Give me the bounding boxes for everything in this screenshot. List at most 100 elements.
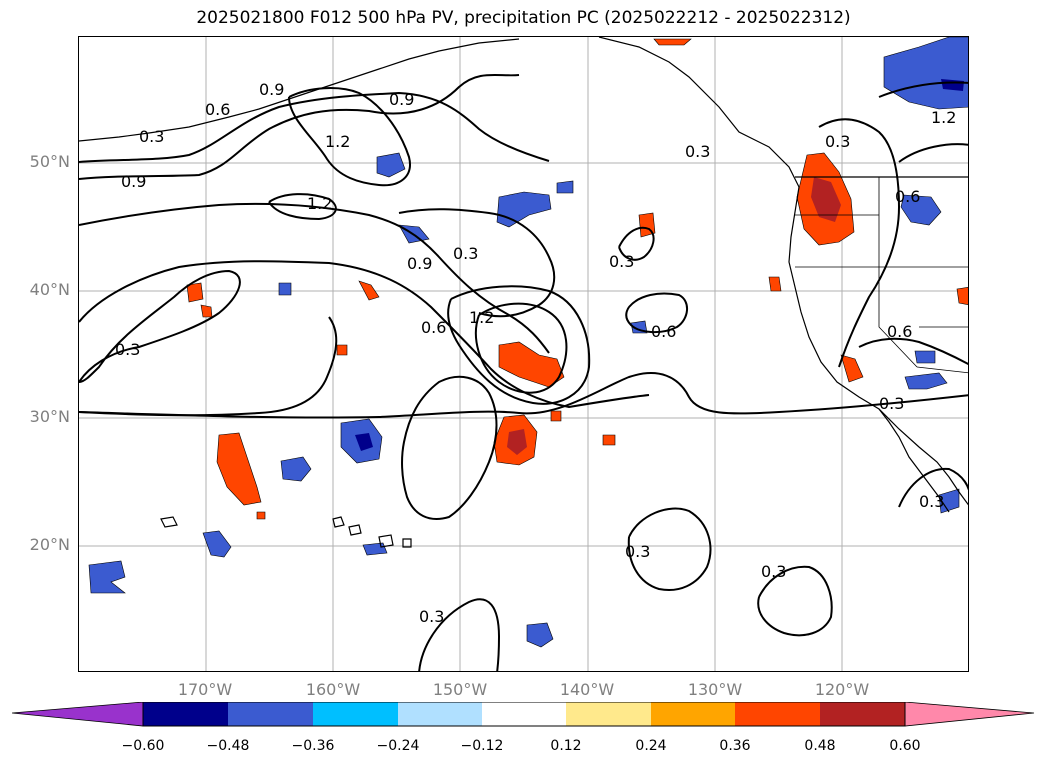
contour-label-1.2-a: 1.2 [325, 132, 350, 151]
lon-label-130w: 130°W [687, 680, 743, 699]
colorbar-seg-8 [735, 702, 820, 726]
precip-patch-small-6 [768, 276, 782, 292]
contour-label-0.3-a2: 0.3 [453, 244, 478, 263]
pv-contour-0.3-central [79, 316, 338, 417]
precip-patch-small-9 [602, 434, 616, 446]
precip-positive-patches [186, 38, 968, 520]
pv-contour-0.3-east [398, 208, 556, 318]
precip-patch-small-1 [186, 282, 204, 303]
pv-contour-0.9-central [447, 285, 591, 405]
precip-patch-south [526, 622, 554, 648]
contour-label-0.6-e: 0.6 [895, 187, 920, 206]
contour-label-0.3-d: 0.3 [685, 142, 710, 161]
pv-contour-0.3-west [79, 269, 241, 383]
precip-patch-small-10 [956, 287, 968, 305]
precip-patch-mid-north [496, 191, 552, 228]
aleutian-island [160, 516, 178, 528]
colorbar-seg-4 [398, 702, 482, 726]
hawaii-island-3 [378, 534, 394, 548]
coastline-na-west [788, 186, 968, 506]
colorbar-tick-7: 0.36 [719, 738, 751, 754]
precip-patch-hawaii-islands [362, 542, 388, 556]
map-title: 2025021800 F012 500 hPa PV, precipitatio… [196, 8, 851, 28]
precip-patch-southwest-1 [202, 530, 232, 558]
precip-patch-small-8 [550, 410, 562, 422]
map-panel: 0.3 0.9 0.6 0.9 0.9 1.2 1.2 0.9 0.3 1.2 … [78, 36, 969, 672]
pv-contour-0.6-small-2 [625, 292, 688, 333]
pv-contour-1.2-loop-a [288, 87, 411, 187]
colorbar-tick-3: −0.24 [376, 738, 420, 754]
colorbar-extend-low [12, 702, 144, 727]
precip-patch-small-4 [840, 354, 864, 383]
colorbar-tick-1: −0.48 [206, 738, 250, 754]
contour-label-0.3-h: 0.3 [879, 394, 904, 413]
colorbar-seg-9 [820, 702, 905, 726]
pv-contour-0.3-se [898, 467, 968, 508]
contour-label-0.9-d: 0.9 [407, 254, 432, 273]
pv-contour-0.3-south-3 [418, 598, 501, 671]
contour-label-0.3-i: 0.3 [825, 132, 850, 151]
contour-label-0.3-e: 0.3 [625, 542, 650, 561]
precip-patch-central [498, 341, 565, 388]
lon-label-170w: 170°W [177, 680, 233, 699]
colorbar-segments [12, 702, 1035, 727]
pv-contour-0.6-ne-2 [878, 81, 968, 98]
colorbar-tick-6: 0.24 [635, 738, 667, 754]
hawaii-island-2 [348, 524, 362, 536]
pv-contour-0.3-south-loop [401, 375, 498, 520]
lon-label-140w: 140°W [559, 680, 615, 699]
precip-patch-small-7 [336, 344, 348, 356]
pv-contour-0.6-north [79, 91, 550, 163]
pv-contour-0.3-long [79, 372, 968, 419]
contour-label-0.9-a: 0.9 [121, 172, 146, 191]
lat-label-40n: 40°N [29, 280, 70, 299]
precip-patch-nw-bc [900, 194, 942, 226]
contour-label-0.3-g: 0.3 [419, 607, 444, 626]
pv-contour-0.6-ne [858, 337, 968, 366]
contour-label-1.2-d: 1.2 [931, 108, 956, 127]
border-us-mexico [916, 366, 968, 374]
lon-label-150w: 150°W [432, 680, 488, 699]
precip-patch-baja-south [938, 488, 960, 514]
precip-negative-patches [88, 37, 968, 648]
contour-label-1.2-c: 1.2 [469, 308, 494, 327]
lon-label-120w: 120°W [814, 680, 870, 699]
precip-patch-small-11 [200, 304, 213, 318]
colorbar-tick-2: −0.36 [291, 738, 335, 754]
precip-patch-small-12 [256, 511, 266, 520]
colorbar-seg-3 [313, 702, 398, 726]
contour-label-0.9-c: 0.9 [389, 90, 414, 109]
colorbar-outline [142, 702, 906, 727]
contour-label-0.3-a: 0.3 [139, 127, 164, 146]
border-state-3 [878, 177, 918, 368]
precip-patch-small-c [278, 282, 292, 296]
colorbar-seg-5 [482, 702, 566, 726]
colorbar-tick-9: 0.60 [889, 738, 921, 754]
colorbar-extend-high [904, 702, 1035, 727]
coastline-alaska-panhandle [598, 37, 800, 188]
contour-label-0.3-c: 0.3 [609, 252, 634, 271]
colorbar-seg-7 [651, 702, 735, 726]
coastline-alaska [79, 38, 520, 142]
contour-label-0.3-b: 0.3 [115, 340, 140, 359]
coastlines [79, 37, 968, 548]
colorbar-tick-8: 0.48 [804, 738, 836, 754]
precip-patch-small-5 [653, 38, 692, 46]
contour-label-0.6-b: 0.6 [421, 318, 446, 337]
pv-contour-1.2-central [474, 302, 568, 394]
precip-patch-west [216, 432, 262, 506]
contour-label-0.9-b: 0.9 [259, 80, 284, 99]
contour-label-0.6-d: 0.6 [887, 322, 912, 341]
hawaii-island-4 [402, 538, 412, 548]
lat-label-50n: 50°N [29, 152, 70, 171]
coastline-baja [878, 408, 950, 513]
precip-patch-small-b [556, 180, 574, 194]
lat-label-30n: 30°N [29, 407, 70, 426]
pv-contour-labels: 0.3 0.9 0.6 0.9 0.9 1.2 1.2 0.9 0.3 1.2 … [115, 80, 956, 626]
pv-contour-0.9-ne-3 [898, 143, 968, 163]
colorbar-seg-6 [566, 702, 651, 726]
precip-patch-south-central-core [507, 429, 527, 455]
lat-label-20n: 20°N [29, 535, 70, 554]
pv-contour-0.9-mid [79, 202, 550, 354]
contour-label-0.6-a: 0.6 [205, 100, 230, 119]
